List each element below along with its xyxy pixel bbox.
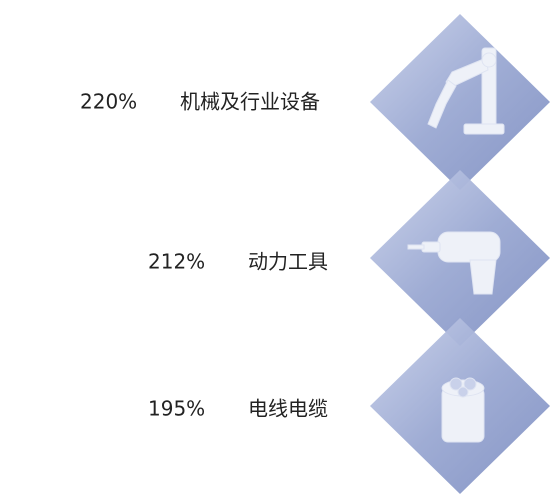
item-name: 电线电缆 [248, 397, 328, 421]
cable-icon [441, 377, 485, 443]
diamond [370, 14, 550, 190]
item-name: 机械及行业设备 [180, 90, 320, 114]
percent: 220% [80, 90, 137, 114]
drill-icon [407, 231, 501, 295]
percent: 195% [148, 397, 205, 421]
item-name: 动力工具 [248, 250, 328, 274]
percent: 212% [148, 250, 205, 274]
robot-arm-icon [427, 47, 505, 135]
